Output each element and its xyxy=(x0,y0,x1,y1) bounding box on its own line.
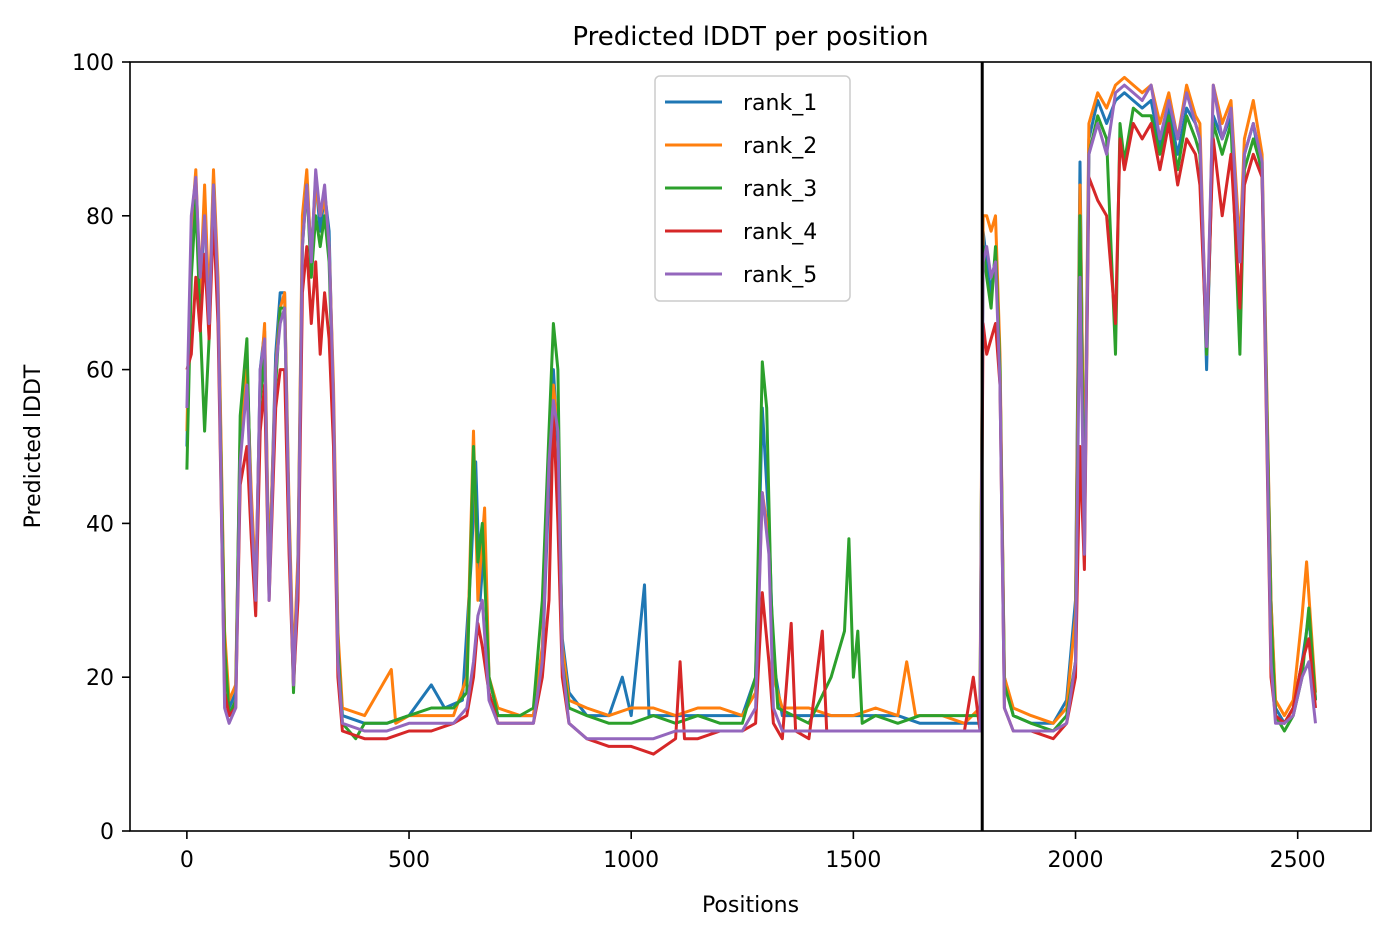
x-tick-label: 1000 xyxy=(603,848,659,873)
legend-label-rank_4: rank_4 xyxy=(743,220,817,245)
series-line-rank_5 xyxy=(185,83,1317,741)
legend-label-rank_2: rank_2 xyxy=(743,134,817,159)
plot-series-group xyxy=(185,75,1317,756)
legend-label-rank_5: rank_5 xyxy=(743,263,817,288)
x-tick-label: 2000 xyxy=(1048,848,1104,873)
legend-label-rank_3: rank_3 xyxy=(743,177,817,202)
x-tick-label: 2500 xyxy=(1270,848,1326,873)
legend-box xyxy=(654,75,851,302)
x-axis-ticks: 0 500 1000 1500 2000 2500 xyxy=(180,831,1326,873)
axes-frame xyxy=(129,61,1372,832)
legend: rank_1 rank_2 rank_3 rank_4 rank_5 xyxy=(654,75,851,302)
x-axis-label: Positions xyxy=(702,893,799,918)
x-tick-label: 1500 xyxy=(825,848,881,873)
legend-label-rank_1: rank_1 xyxy=(743,91,817,116)
y-axis-label: Predicted lDDT xyxy=(21,364,46,528)
y-axis-ticks: 0 20 40 60 80 100 xyxy=(72,51,130,845)
chart-title: Predicted lDDT per position xyxy=(572,22,928,52)
y-tick-label: 40 xyxy=(86,512,114,537)
x-tick-label: 0 xyxy=(180,848,194,873)
y-tick-label: 80 xyxy=(86,205,114,230)
series-line-rank_2 xyxy=(185,75,1317,725)
y-tick-label: 20 xyxy=(86,666,114,691)
y-tick-label: 0 xyxy=(100,820,114,845)
y-tick-label: 60 xyxy=(86,359,114,384)
x-tick-label: 500 xyxy=(388,848,430,873)
y-tick-label: 100 xyxy=(72,51,114,76)
